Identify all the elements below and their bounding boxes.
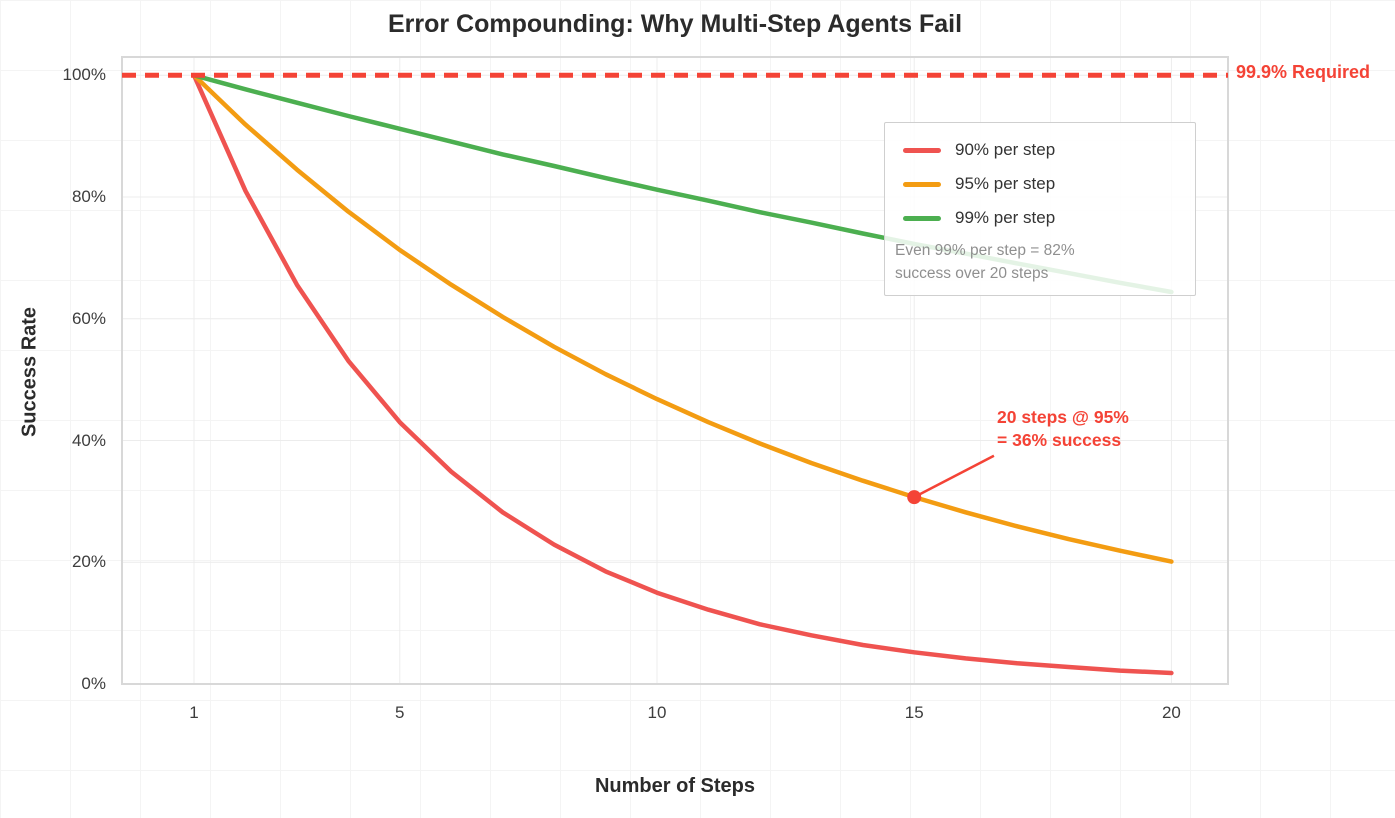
y-tick-label-40: 40%: [71, 430, 106, 450]
plot-border: [121, 56, 1229, 685]
y-tick-label-80: 80%: [71, 187, 106, 206]
x-tick-label-5: 5: [395, 703, 405, 722]
y-tick-label-60: 60%: [71, 308, 106, 328]
legend: 90% per step 95% per step 99% per step E…: [884, 122, 1196, 296]
annotation-connector: [913, 454, 995, 499]
annotation-callout-line-2: = 36% success: [997, 430, 1122, 450]
y-tick-label-20: 20%: [71, 552, 106, 572]
annotation-point: [907, 490, 922, 505]
y-tick-label-100: 100%: [62, 65, 106, 85]
legend-line-swatch-orange-icon: [903, 181, 941, 187]
x-axis-label: Number of Steps: [594, 775, 756, 797]
chart-title: Error Compounding: Why Multi-Step Agents…: [387, 10, 963, 38]
legend-line-swatch-red-icon: [903, 147, 941, 153]
legend-entry-99: 99% per step: [885, 201, 1195, 235]
legend-entry-90: 90% per step: [885, 133, 1195, 167]
x-tick-label-1: 1: [189, 703, 199, 722]
y-tick-label-0: 0%: [81, 674, 106, 693]
legend-label-99: 99% per step: [955, 208, 1056, 227]
reference-line-label: 99.9% Required: [1236, 62, 1371, 82]
x-tick-label-15: 15: [904, 703, 924, 722]
x-tick-label-10: 10: [647, 703, 667, 722]
legend-note-annotation: Even 99% per step = 82% success over 20 …: [885, 235, 1195, 285]
annotation-callout: 20 steps @ 95% = 36% success: [997, 406, 1129, 452]
legend-note-line-2: success over 20 steps: [895, 265, 1049, 282]
series-line-1: [191, 73, 1174, 564]
x-tick-label-20: 20: [1161, 703, 1181, 722]
legend-note-line-1: Even 99% per step = 82%: [895, 242, 1075, 259]
legend-label-90: 90% per step: [955, 140, 1056, 159]
legend-line-swatch-green-icon: [903, 215, 941, 221]
legend-label-95: 95% per step: [955, 174, 1056, 193]
legend-entry-95: 95% per step: [885, 167, 1195, 201]
series-line-0: [191, 73, 1174, 676]
annotation-callout-line-1: 20 steps @ 95%: [997, 407, 1129, 427]
